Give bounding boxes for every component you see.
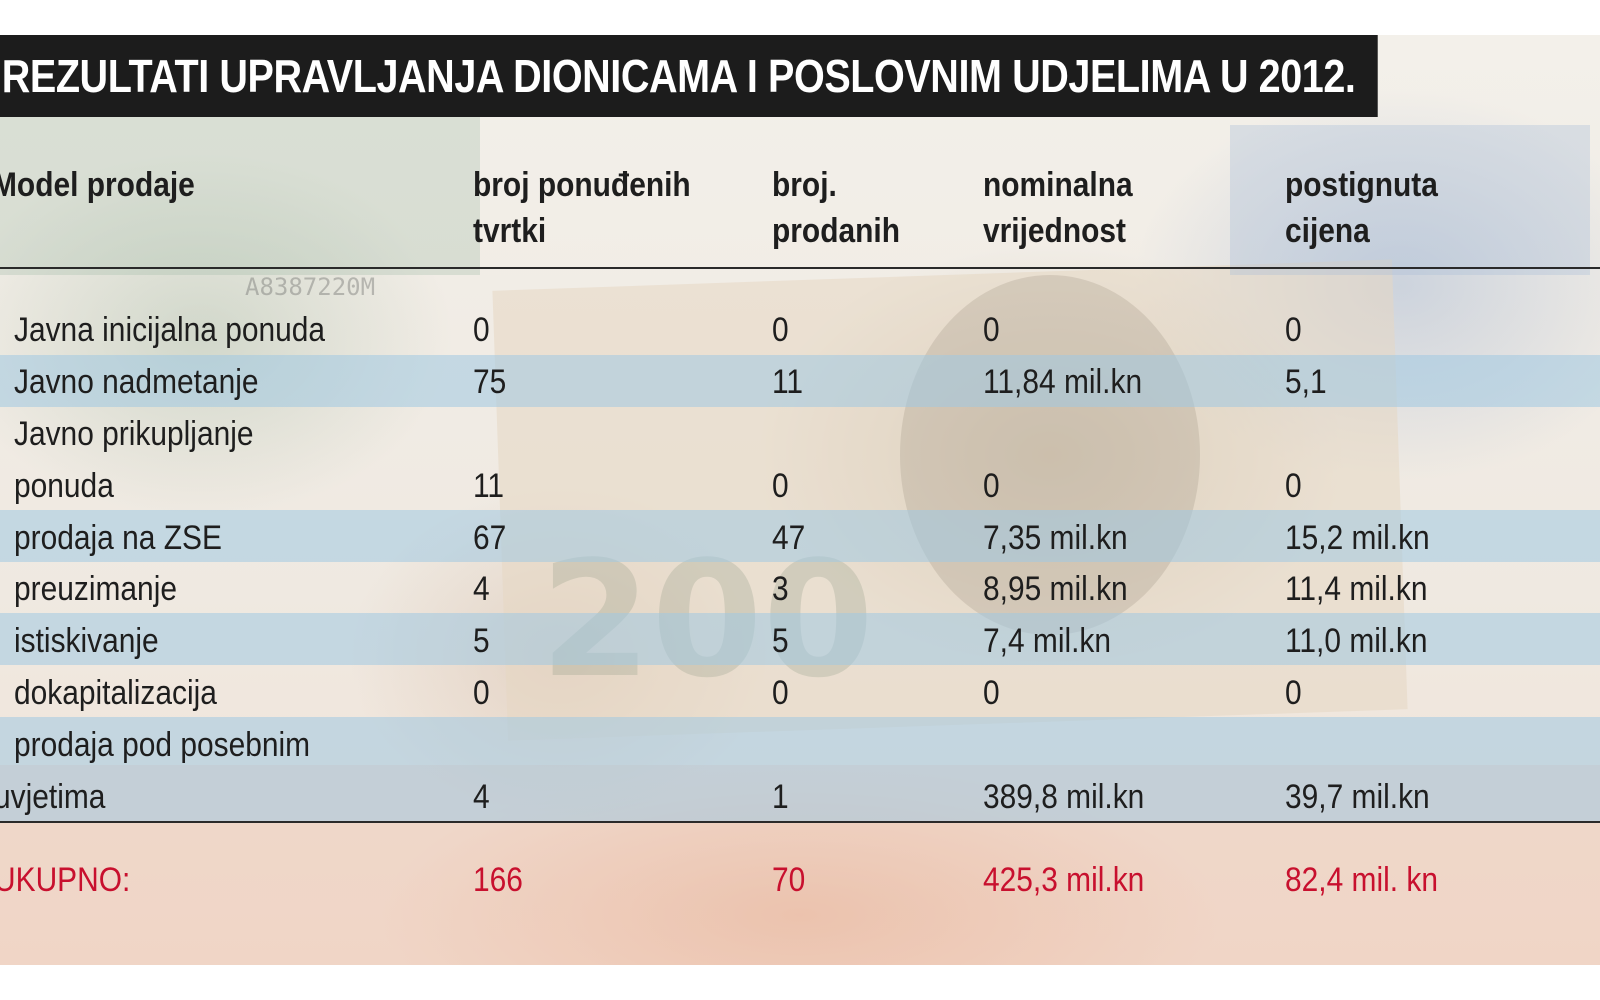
header-nominal: nominalna vrijednost — [983, 166, 1133, 250]
cell-price: 11,4 mil.kn — [1285, 570, 1428, 608]
header-divider — [0, 267, 1600, 269]
header-price: postignuta cijena — [1285, 166, 1438, 250]
cell-offered: 5 — [473, 622, 490, 660]
serial-number-watermark: A8387220M — [245, 273, 375, 301]
cell-model: dokapitalizacija — [14, 674, 217, 712]
total-offered: 166 — [473, 861, 523, 899]
cell-offered: 67 — [473, 519, 507, 557]
row-stripe — [0, 355, 1600, 407]
cell-model-continued: ponuda — [14, 467, 114, 505]
cell-model: prodaja na ZSE — [14, 519, 222, 557]
header-model: Model prodaje — [0, 166, 195, 204]
cell-model: prodaja pod posebnim — [14, 726, 311, 764]
cell-nominal: 7,4 mil.kn — [983, 622, 1112, 660]
page-title: REZULTATI UPRAVLJANJA DIONICAMA I POSLOV… — [0, 35, 1378, 117]
total-nominal: 425,3 mil.kn — [983, 861, 1145, 899]
cell-model: preuzimanje — [14, 570, 177, 608]
cell-nominal: 7,35 mil.kn — [983, 519, 1128, 557]
cell-sold: 1 — [772, 778, 789, 816]
cell-offered: 4 — [473, 570, 490, 608]
cell-sold: 11 — [772, 363, 804, 401]
cell-price: 5,1 — [1285, 363, 1327, 401]
cell-offered: 75 — [473, 363, 507, 401]
row-stripe — [0, 613, 1600, 665]
total-price: 82,4 mil. kn — [1285, 861, 1438, 899]
cell-nominal: 0 — [983, 467, 1000, 505]
cell-offered: 0 — [473, 311, 490, 349]
cell-price: 11,0 mil.kn — [1285, 622, 1428, 660]
cell-sold: 0 — [772, 467, 789, 505]
cell-offered: 4 — [473, 778, 490, 816]
total-label: UKUPNO: — [0, 861, 131, 899]
cell-sold: 0 — [772, 311, 789, 349]
cell-nominal: 0 — [983, 311, 1000, 349]
infographic: 200 A8387220M REZULTATI UPRAVLJANJA DION… — [0, 35, 1600, 965]
cell-model: istiskivanje — [14, 622, 159, 660]
cell-sold: 3 — [772, 570, 789, 608]
total-sold: 70 — [772, 861, 806, 899]
cell-sold: 5 — [772, 622, 789, 660]
cell-price: 0 — [1285, 311, 1302, 349]
header-offered: broj ponuđenih tvrtki — [473, 166, 691, 250]
results-table: Model prodaje broj ponuđenih tvrtki broj.… — [0, 35, 1600, 965]
cell-sold: 0 — [772, 674, 789, 712]
cell-sold: 47 — [772, 519, 806, 557]
header-sold: broj. prodanih — [772, 166, 900, 250]
cell-nominal: 8,95 mil.kn — [983, 570, 1128, 608]
cell-price: 39,7 mil.kn — [1285, 778, 1430, 816]
row-stripe — [0, 717, 1600, 821]
cell-nominal: 0 — [983, 674, 1000, 712]
cell-nominal: 389,8 mil.kn — [983, 778, 1145, 816]
cell-nominal: 11,84 mil.kn — [983, 363, 1143, 401]
row-stripe — [0, 510, 1600, 562]
cell-model: Javna inicijalna ponuda — [14, 311, 326, 349]
cell-price: 0 — [1285, 467, 1302, 505]
cell-model: Javno prikupljanje — [14, 415, 254, 453]
cell-offered: 11 — [473, 467, 505, 505]
total-divider — [0, 821, 1600, 823]
cell-model: Javno nadmetanje — [14, 363, 259, 401]
cell-price: 15,2 mil.kn — [1285, 519, 1430, 557]
cell-model-continued: uvjetima — [0, 778, 106, 816]
cell-offered: 0 — [473, 674, 490, 712]
cell-price: 0 — [1285, 674, 1302, 712]
